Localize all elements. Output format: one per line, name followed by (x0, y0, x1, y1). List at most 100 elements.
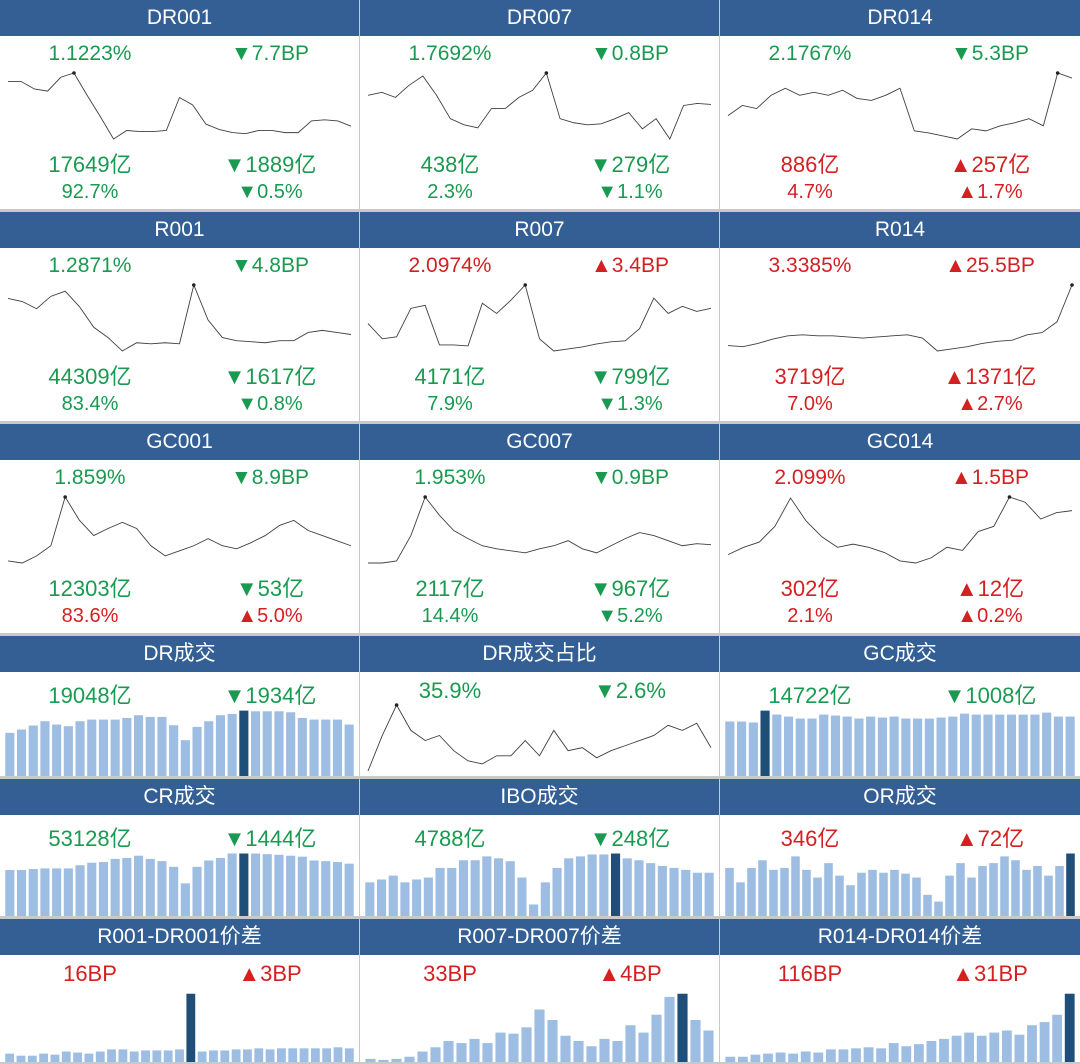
change-row-0: ▲1.5BP (900, 466, 1080, 490)
panel-title: OR成交 (720, 779, 1080, 815)
bar (470, 860, 480, 916)
bar (27, 1055, 37, 1062)
arrow-up-icon: ▲ (957, 605, 978, 627)
bar (469, 1038, 480, 1062)
arrow-down-icon: ▼ (230, 42, 252, 66)
stat-value: 2117亿 (415, 575, 485, 601)
bar (737, 1056, 748, 1062)
bar-highlight (239, 710, 249, 776)
stat-change: 1934亿 (245, 682, 317, 708)
bar (560, 1035, 571, 1062)
bar (704, 872, 714, 916)
stat-value: 44309亿 (48, 363, 132, 389)
bar (521, 1027, 532, 1062)
panel-r014-5: R014 3.3385% ▲25.5BP 3719亿 ▲1371亿 7.0% ▲2.7% (720, 212, 1080, 421)
bar (423, 877, 433, 916)
bar (901, 718, 911, 776)
stat-change: 0.5% (257, 181, 303, 203)
bar (923, 894, 932, 916)
bar (1030, 714, 1040, 776)
bar-chart (725, 993, 1075, 1062)
bar (995, 714, 1005, 776)
bar (73, 1052, 83, 1062)
value-row-0: 346亿 (720, 821, 900, 853)
bar-highlight (760, 710, 770, 776)
bar (857, 872, 866, 916)
bar (262, 854, 272, 916)
bar (75, 721, 85, 776)
bar (39, 1053, 49, 1062)
value-row-1: 44309亿 (0, 359, 180, 391)
bar (110, 858, 120, 916)
stat-change: 1.5BP (971, 466, 1029, 490)
bar (1065, 716, 1075, 776)
bar (758, 860, 767, 916)
series-line (368, 496, 712, 564)
stat-value: 7.0% (787, 393, 833, 415)
bar (163, 1050, 173, 1062)
bar (838, 1049, 849, 1062)
bar (227, 853, 237, 916)
bar (254, 1048, 264, 1062)
bar (505, 861, 515, 916)
change-row-1: ▼279亿 (540, 147, 719, 179)
value-row-0: 16BP (0, 961, 180, 987)
bar (61, 1051, 71, 1062)
bar (638, 1032, 649, 1062)
bar (197, 1051, 207, 1062)
bar (842, 716, 852, 776)
bar (63, 726, 73, 776)
bar (5, 869, 15, 916)
bar-highlight (610, 853, 621, 916)
bar (802, 869, 811, 916)
stat-change: 1889亿 (245, 151, 317, 177)
bar (243, 1049, 252, 1062)
arrow-up-icon: ▲ (943, 363, 966, 389)
arrow-up-icon: ▲ (237, 605, 258, 627)
panel-title: GC007 (360, 424, 719, 460)
stat-value: 19048亿 (48, 682, 132, 708)
bar (913, 1044, 924, 1062)
bar (365, 882, 375, 916)
bar (297, 717, 307, 776)
bar (763, 1053, 773, 1062)
series-line (727, 284, 1073, 352)
bar (800, 1051, 811, 1062)
series-line (367, 704, 712, 772)
bar (669, 867, 679, 916)
value-row-0: 1.1223% (0, 42, 180, 66)
bar (813, 1052, 824, 1062)
panel-title: DR014 (720, 0, 1080, 36)
panel-gc007-7: GC007 1.953% ▼0.9BP 2117亿 ▼967亿 14.4% ▼5.2% (360, 424, 719, 633)
highlight-point (1055, 71, 1060, 75)
stat-change: 1.3% (617, 393, 663, 415)
bar (215, 857, 226, 916)
bar (87, 719, 97, 776)
bar (934, 901, 943, 916)
stat-value: 3.3385% (768, 254, 852, 278)
bar (40, 868, 50, 916)
bar (204, 860, 214, 916)
panel-dr014-2: DR014 2.1767% ▼5.3BP 886亿 ▲257亿 4.7% ▲1.7% (720, 0, 1080, 209)
bar (1014, 1034, 1025, 1062)
bar (365, 1058, 376, 1062)
bar (573, 1040, 584, 1062)
bar (133, 715, 144, 776)
change-row-0: ▲3.4BP (540, 254, 719, 278)
value-row-2: 7.9% (360, 393, 540, 416)
bar (1001, 1030, 1012, 1062)
value-row-0: 116BP (720, 961, 900, 987)
bar (129, 1051, 139, 1062)
bar (344, 724, 354, 776)
stat-change: 1.7% (977, 181, 1023, 203)
arrow-up-icon: ▲ (957, 181, 978, 203)
stat-change: 3BP (260, 960, 302, 986)
bar (1000, 856, 1009, 916)
bar (747, 867, 756, 916)
value-row-2: 14.4% (360, 605, 540, 628)
bar (16, 869, 27, 916)
stat-change: 799亿 (611, 363, 671, 389)
change-row-2: ▲5.0% (180, 605, 359, 628)
bar (220, 1050, 230, 1062)
stat-value: 302亿 (780, 575, 840, 601)
